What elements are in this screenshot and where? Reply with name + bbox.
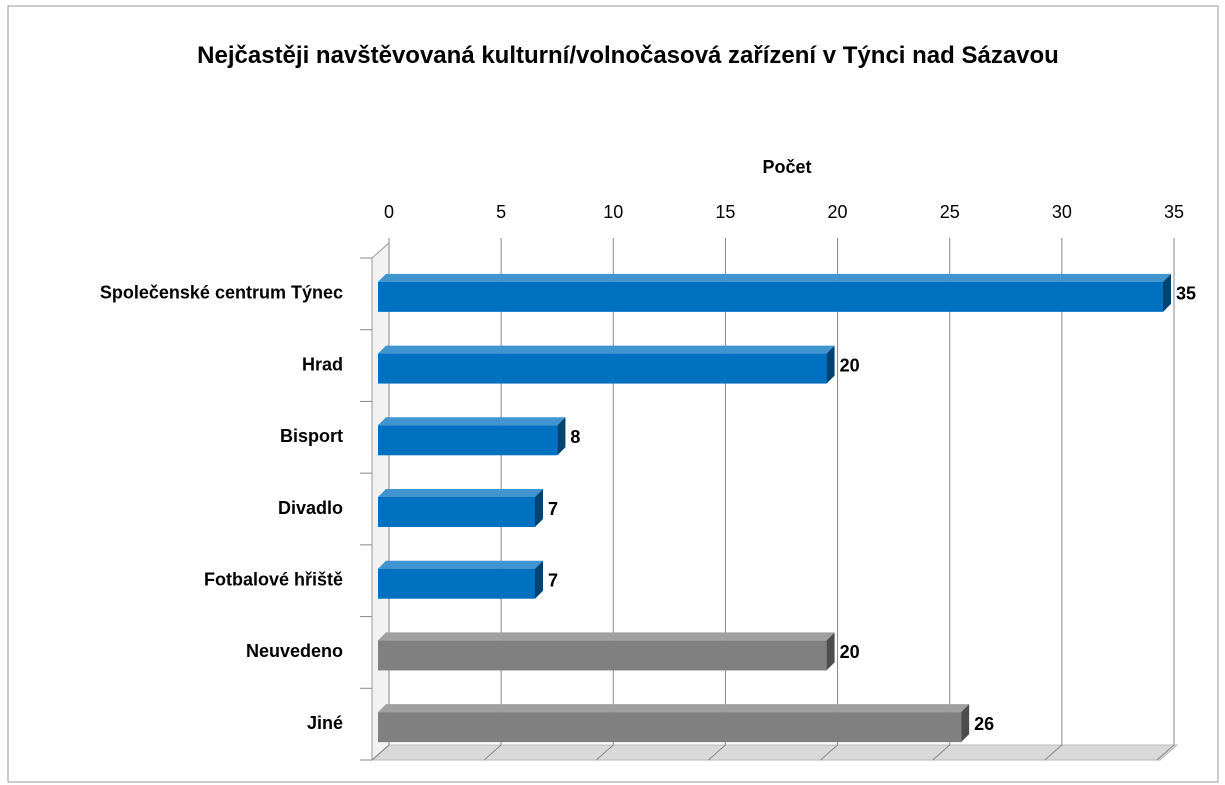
bar-side (826, 632, 835, 671)
bar (378, 497, 535, 527)
y-tick-label: Bisport (280, 426, 343, 446)
floor-grid-line (595, 744, 614, 761)
floor-grid-line (1044, 744, 1063, 761)
x-tick-label: 10 (603, 202, 623, 222)
floor-grid-line (1156, 744, 1175, 761)
x-tick-label: 0 (384, 202, 394, 222)
y-tick-label: Fotbalové hřiště (204, 569, 343, 589)
floor-grid-line (932, 744, 951, 761)
y-tick-label: Neuvedeno (246, 641, 343, 661)
bar (378, 568, 535, 599)
x-tick-label: 15 (715, 202, 735, 222)
value-label: 35 (1176, 284, 1196, 304)
bar-top (378, 417, 566, 426)
x-tick-label: 20 (828, 202, 848, 222)
bar-side (1163, 273, 1171, 312)
floor-grid-line (708, 744, 726, 761)
bar-side (557, 417, 566, 456)
y-tick-label: Divadlo (278, 498, 343, 518)
x-tick-label: 25 (940, 202, 960, 222)
value-label: 7 (548, 499, 558, 519)
bar (378, 353, 827, 384)
y-tick-label: Jiné (307, 713, 343, 733)
floor-grid-line (371, 744, 390, 761)
value-label: 26 (974, 714, 994, 734)
bar-top (378, 632, 835, 641)
y-tick-label: Hrad (302, 354, 343, 374)
bar-top (378, 489, 543, 497)
bar (378, 712, 962, 743)
bar-top (378, 345, 835, 354)
value-label: 20 (840, 355, 860, 375)
bar-side (961, 704, 970, 743)
x-tick-label: 5 (496, 202, 506, 222)
bar-top (378, 560, 543, 569)
x-axis-title: Počet (762, 157, 811, 177)
bar (378, 425, 558, 456)
value-label: 7 (548, 570, 558, 590)
bar (378, 281, 1163, 312)
bar-side (535, 489, 543, 527)
x-tick-label: 30 (1052, 202, 1072, 222)
bar-side (826, 345, 835, 384)
bar (378, 640, 827, 671)
floor-grid-line (820, 744, 838, 761)
bar-side (535, 560, 543, 599)
x-tick-label: 35 (1164, 202, 1184, 222)
bar-top (378, 704, 970, 713)
bar-top (378, 273, 1171, 282)
y-tick-label: Společenské centrum Týnec (100, 283, 343, 303)
value-label: 8 (570, 427, 580, 447)
value-label: 20 (840, 642, 860, 662)
chart-title: Nejčastěji navštěvovaná kulturní/volnoča… (197, 42, 1059, 69)
floor-grid-line (483, 744, 502, 761)
